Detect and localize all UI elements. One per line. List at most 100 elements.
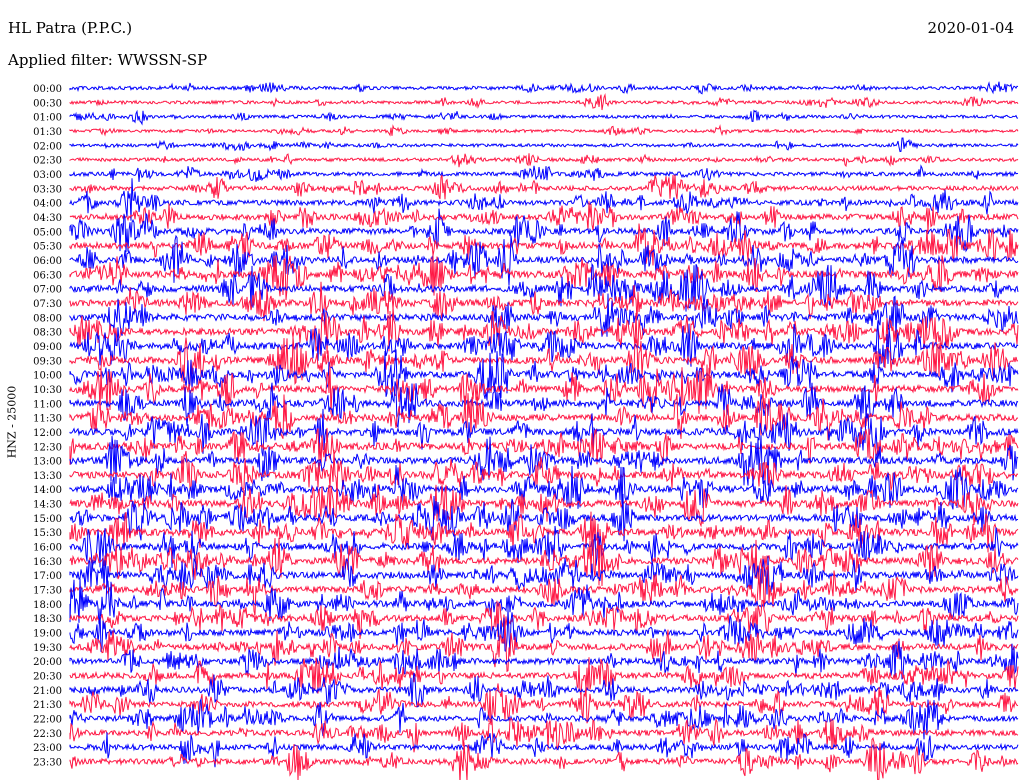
trace-2200 — [69, 697, 1019, 740]
time-label-1600: 16:00 — [33, 543, 62, 554]
trace-1800 — [69, 578, 1019, 624]
time-label-1530: 15:30 — [33, 528, 62, 539]
time-label-0930: 09:30 — [33, 356, 62, 367]
trace-1430 — [69, 482, 1019, 528]
trace-0500 — [69, 208, 1019, 253]
trace-0630 — [69, 254, 1019, 301]
trace-1400 — [69, 464, 1019, 510]
time-label-2300: 23:00 — [33, 743, 62, 754]
trace-1630 — [69, 537, 1019, 587]
trace-1830 — [69, 599, 1019, 640]
time-label-0800: 08:00 — [33, 313, 62, 324]
time-label-0230: 02:30 — [33, 156, 62, 167]
time-label-0400: 04:00 — [33, 199, 62, 210]
time-label-0900: 09:00 — [33, 342, 62, 353]
time-label-0100: 01:00 — [33, 113, 62, 124]
filter-label: Applied filter: WWSSN-SP — [8, 51, 208, 69]
trace-1900 — [69, 608, 1019, 655]
trace-2130 — [69, 683, 1019, 726]
trace-1300 — [69, 435, 1019, 487]
time-label-0130: 01:30 — [33, 127, 62, 138]
time-label-0000: 00:00 — [33, 84, 62, 95]
time-label-1500: 15:00 — [33, 514, 62, 525]
time-label-2130: 21:30 — [33, 700, 62, 711]
time-label-1800: 18:00 — [33, 600, 62, 611]
time-label-0530: 05:30 — [33, 242, 62, 253]
trace-group — [69, 81, 1019, 780]
trace-0600 — [69, 234, 1019, 286]
time-label-1830: 18:30 — [33, 614, 62, 625]
time-label-0700: 07:00 — [33, 285, 62, 296]
trace-0330 — [69, 174, 1019, 200]
time-label-0430: 04:30 — [33, 213, 62, 224]
time-label-1030: 10:30 — [33, 385, 62, 396]
time-label-1200: 12:00 — [33, 428, 62, 439]
trace-0900 — [69, 320, 1019, 368]
time-label-1300: 13:00 — [33, 457, 62, 468]
time-label-0500: 05:00 — [33, 227, 62, 238]
time-label-1930: 19:30 — [33, 643, 62, 654]
trace-1930 — [69, 623, 1019, 673]
trace-1030 — [69, 363, 1019, 415]
date-label: 2020-01-04 — [927, 19, 1014, 37]
trace-2030 — [69, 657, 1019, 696]
trace-1230 — [69, 427, 1019, 467]
trace-0230 — [69, 153, 1019, 168]
trace-0000 — [69, 81, 1019, 95]
trace-0730 — [69, 281, 1019, 322]
trace-1200 — [69, 408, 1019, 458]
trace-2100 — [69, 672, 1019, 708]
time-label-group: 00:00 00:30 01:00 01:30 02:00 02:30 03:00 03:30… — [33, 84, 62, 769]
time-label-1000: 10:00 — [33, 371, 62, 382]
trace-2300 — [69, 732, 1019, 768]
time-label-0630: 06:30 — [33, 270, 62, 281]
trace-2330 — [69, 737, 1019, 780]
trace-1100 — [69, 381, 1019, 429]
time-label-0730: 07:30 — [33, 299, 62, 310]
time-label-0200: 02:00 — [33, 141, 62, 152]
trace-2230 — [69, 717, 1019, 753]
trace-0830 — [69, 307, 1019, 355]
trace-0200 — [69, 137, 1019, 153]
time-label-1330: 13:30 — [33, 471, 62, 482]
time-label-0830: 08:30 — [33, 328, 62, 339]
trace-0130 — [69, 124, 1019, 137]
time-label-1730: 17:30 — [33, 586, 62, 597]
trace-0430 — [69, 201, 1019, 233]
time-label-1630: 16:30 — [33, 557, 62, 568]
time-label-2200: 22:00 — [33, 715, 62, 726]
trace-0030 — [69, 93, 1019, 111]
time-label-0030: 00:30 — [33, 98, 62, 109]
trace-1330 — [69, 449, 1019, 494]
trace-1700 — [69, 556, 1019, 595]
time-label-2030: 20:30 — [33, 672, 62, 683]
time-label-1230: 12:30 — [33, 442, 62, 453]
trace-0100 — [69, 109, 1019, 126]
time-label-2000: 20:00 — [33, 657, 62, 668]
time-label-2330: 23:30 — [33, 758, 62, 769]
station-title: HL Patra (P.P.C.) — [8, 19, 133, 37]
time-label-1100: 11:00 — [33, 399, 62, 410]
time-label-0330: 03:30 — [33, 184, 62, 195]
time-label-2100: 21:00 — [33, 686, 62, 697]
trace-0300 — [69, 164, 1019, 182]
time-label-0300: 03:00 — [33, 170, 62, 181]
trace-1600 — [69, 525, 1019, 568]
time-label-1400: 14:00 — [33, 485, 62, 496]
trace-1530 — [69, 511, 1019, 559]
time-label-1700: 17:00 — [33, 571, 62, 582]
time-label-1430: 14:30 — [33, 500, 62, 511]
time-label-1900: 19:00 — [33, 629, 62, 640]
time-label-1130: 11:30 — [33, 414, 62, 425]
trace-1730 — [69, 564, 1019, 616]
trace-0800 — [69, 293, 1019, 340]
trace-0930 — [69, 336, 1019, 386]
trace-1500 — [69, 493, 1019, 542]
trace-0400 — [69, 178, 1019, 221]
time-label-2230: 22:30 — [33, 729, 62, 740]
trace-0700 — [69, 262, 1019, 312]
trace-2000 — [69, 640, 1019, 680]
trace-0530 — [69, 223, 1019, 266]
trace-1130 — [69, 392, 1019, 441]
